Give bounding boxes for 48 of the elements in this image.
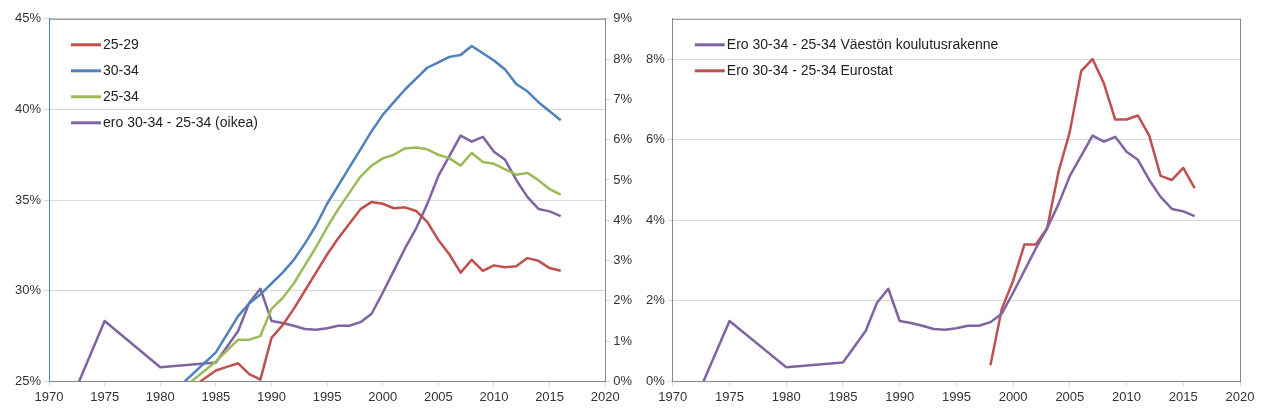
legend-label: 25-34 xyxy=(103,87,140,104)
x-tick-label: 2005 xyxy=(1055,388,1085,404)
x-tick-label: 1980 xyxy=(771,388,801,404)
x-tick-label: 2010 xyxy=(1112,388,1142,404)
y2-tick-label: 5% xyxy=(613,171,633,187)
y2-tick-label: 1% xyxy=(613,332,633,348)
y2-tick-label: 6% xyxy=(613,131,633,147)
y2-tick-label: 4% xyxy=(613,211,633,227)
x-tick-label: 2015 xyxy=(1168,388,1198,404)
legend-label: 30-34 xyxy=(103,61,140,78)
legend-label: Ero 30-34 - 25-34 Eurostat xyxy=(726,61,893,78)
x-tick-label: 1970 xyxy=(34,388,64,404)
legend-label: ero 30-34 - 25-34 (oikea) xyxy=(103,113,258,130)
x-tick-label: 2020 xyxy=(590,388,620,404)
y-tick-label: 35% xyxy=(14,191,42,207)
y-tick-label: 30% xyxy=(14,282,42,298)
x-tick-label: 1990 xyxy=(257,388,286,404)
x-tick-label: 2015 xyxy=(535,388,565,404)
x-tick-label: 2000 xyxy=(998,388,1028,404)
x-tick-label: 2010 xyxy=(479,388,509,404)
y-tick-label: 25% xyxy=(14,372,42,388)
y-tick-label: 40% xyxy=(14,101,42,117)
y-tick-label: 6% xyxy=(645,131,666,147)
x-tick-label: 1985 xyxy=(828,388,858,404)
legend-label: 25-29 xyxy=(103,35,140,52)
y-tick-label: 45% xyxy=(14,10,42,26)
y-tick-label: 8% xyxy=(645,50,666,66)
x-tick-label: 1975 xyxy=(715,388,744,404)
y2-tick-label: 3% xyxy=(613,252,633,268)
x-tick-label: 1990 xyxy=(885,388,915,404)
y-tick-label: 2% xyxy=(645,292,666,308)
y2-tick-label: 9% xyxy=(613,10,633,26)
y2-tick-label: 8% xyxy=(613,50,633,66)
y-tick-label: 4% xyxy=(645,211,666,227)
y2-tick-label: 2% xyxy=(613,292,633,308)
x-tick-label: 2000 xyxy=(368,388,398,404)
x-tick-label: 1980 xyxy=(145,388,175,404)
legend-label: Ero 30-34 - 25-34 Väestön koulutusrakenne xyxy=(726,35,999,52)
x-tick-label: 1985 xyxy=(201,388,231,404)
y-tick-label: 0% xyxy=(645,372,666,388)
x-tick-label: 1975 xyxy=(90,388,120,404)
y2-tick-label: 0% xyxy=(613,372,633,388)
x-tick-label: 2020 xyxy=(1225,388,1255,404)
x-tick-label: 1995 xyxy=(312,388,342,404)
y2-tick-label: 7% xyxy=(613,90,633,106)
x-tick-label: 2005 xyxy=(423,388,453,404)
x-tick-label: 1970 xyxy=(658,388,688,404)
x-tick-label: 1995 xyxy=(941,388,971,404)
